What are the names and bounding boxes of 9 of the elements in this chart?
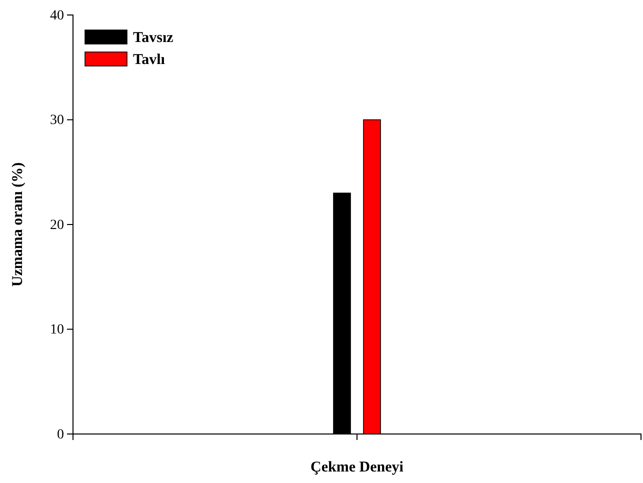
y-axis-title: Uzmama oranı (%) bbox=[10, 162, 26, 287]
legend-label: Tavsız bbox=[133, 30, 174, 46]
y-tick-label: 20 bbox=[50, 218, 64, 233]
legend-label: Tavlı bbox=[133, 52, 165, 68]
y-tick-label: 40 bbox=[50, 8, 64, 24]
y-tick-label: 10 bbox=[50, 322, 64, 338]
y-tick-label: 30 bbox=[50, 113, 64, 128]
x-tick-label: Çekme Deneyi bbox=[310, 460, 404, 476]
y-tick-label: 0 bbox=[57, 427, 64, 442]
